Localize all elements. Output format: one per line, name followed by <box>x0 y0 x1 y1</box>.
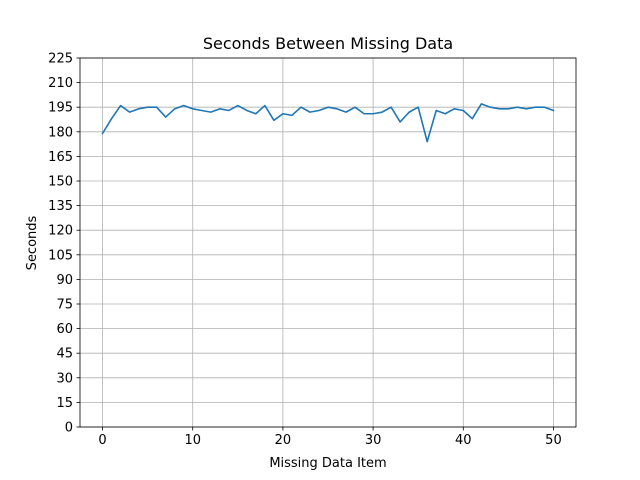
axis-ticks: 0 10 20 30 40 50 0 15 30 45 60 75 90 105 120 135 150 165 1… <box>48 52 562 449</box>
y-tick-label: 105 <box>48 248 73 263</box>
y-tick-label: 210 <box>48 76 73 91</box>
y-tick-label: 195 <box>48 101 73 116</box>
x-tick-label: 30 <box>365 433 382 448</box>
x-tick-label: 40 <box>455 433 472 448</box>
x-tick-label: 0 <box>98 433 106 448</box>
y-tick-label: 0 <box>65 421 73 436</box>
x-tick-label: 20 <box>275 433 292 448</box>
y-tick-label: 45 <box>56 347 73 362</box>
series-line <box>101 103 555 143</box>
x-tick-label: 10 <box>184 433 201 448</box>
y-tick-label: 90 <box>56 273 73 288</box>
y-tick-label: 120 <box>48 224 73 239</box>
y-tick-label: 15 <box>56 396 73 411</box>
y-tick-label: 75 <box>56 298 73 313</box>
x-tick-label: 50 <box>545 433 562 448</box>
plot-area-frame <box>79 57 577 428</box>
y-tick-label: 225 <box>48 52 73 67</box>
y-axis-title: Seconds <box>25 215 40 270</box>
chart-title: Seconds Between Missing Data <box>203 34 453 53</box>
y-tick-label: 30 <box>56 371 73 386</box>
y-tick-label: 150 <box>48 175 73 190</box>
series-layer <box>101 103 555 143</box>
y-tick-label: 60 <box>56 322 73 337</box>
y-tick-label: 165 <box>48 150 73 165</box>
y-tick-label: 180 <box>48 125 73 140</box>
y-tick-label: 135 <box>48 199 73 214</box>
x-axis-title: Missing Data Item <box>269 456 386 471</box>
